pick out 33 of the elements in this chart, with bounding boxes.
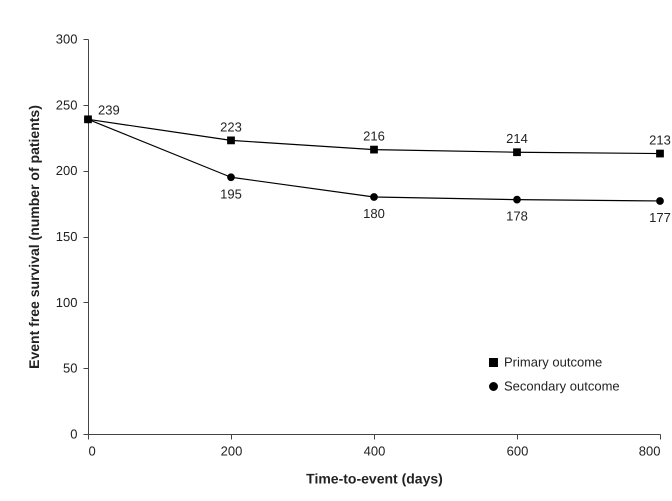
point xyxy=(227,136,235,144)
y-tick-label: 250 xyxy=(56,97,78,112)
data-label: 177 xyxy=(649,210,671,225)
point xyxy=(370,193,378,201)
point xyxy=(513,148,521,156)
data-label: 214 xyxy=(506,131,528,146)
x-tick-label: 200 xyxy=(220,444,242,458)
data-label: 239 xyxy=(98,102,120,118)
point xyxy=(227,173,235,182)
legend-label: Secondary outcome xyxy=(504,378,620,394)
y-tick-label: 150 xyxy=(56,229,78,244)
data-label: 216 xyxy=(363,128,385,144)
x-tick-label: 0 xyxy=(88,444,96,458)
point xyxy=(656,150,664,158)
x-tick-label: 400 xyxy=(364,444,386,458)
data-label: 223 xyxy=(220,119,242,134)
y-tick-label: 50 xyxy=(63,360,78,376)
y-axis-title: Event free survival (number of patients) xyxy=(26,105,42,369)
y-tick-label: 300 xyxy=(56,32,78,46)
point xyxy=(656,197,664,205)
legend-label: Primary outcome xyxy=(504,354,602,370)
point xyxy=(370,146,378,154)
data-label: 180 xyxy=(363,206,385,221)
x-tick-label: 600 xyxy=(506,444,528,458)
data-label: 213 xyxy=(649,132,671,148)
y-tick-label: 100 xyxy=(56,294,78,310)
data-label: 195 xyxy=(220,186,242,202)
y-tick-label: 0 xyxy=(70,426,78,442)
data-label: 178 xyxy=(506,208,528,224)
point xyxy=(513,196,521,204)
x-tick-label: 800 xyxy=(638,444,660,458)
x-axis-title: Time-to-event (days) xyxy=(306,470,443,486)
y-tick-label: 200 xyxy=(56,163,78,178)
